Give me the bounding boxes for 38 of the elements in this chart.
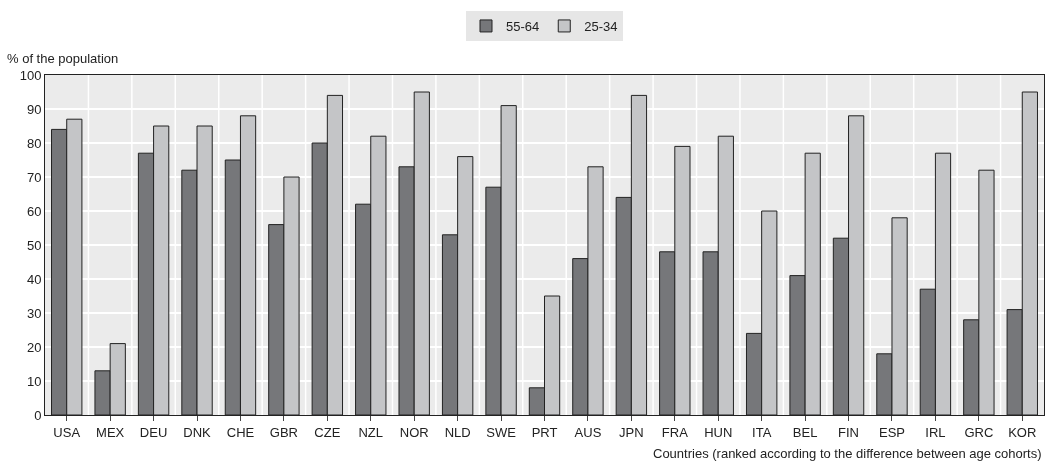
- x-tick-label: SWE: [486, 424, 517, 440]
- x-tick-label: NZL: [358, 424, 384, 440]
- x-tick-label: FRA: [661, 424, 689, 440]
- y-tick-label: 100: [19, 67, 42, 83]
- y-tick-label: 70: [26, 169, 42, 185]
- x-tick-label: IRL: [925, 424, 946, 440]
- y-tick-label: 90: [26, 101, 42, 117]
- y-tick-label: 0: [34, 407, 42, 423]
- x-axis-title: Countries (ranked according to the difference between age cohorts): [653, 446, 1042, 461]
- x-tick-label: GBR: [269, 424, 298, 440]
- legend-label: 25-34: [584, 19, 618, 35]
- legend-label: 55-64: [506, 19, 540, 35]
- x-tick-label: USA: [53, 424, 81, 440]
- x-tick-label: AUS: [574, 424, 602, 440]
- x-tick-label: GRC: [964, 424, 994, 440]
- x-tick-label: FIN: [838, 424, 860, 440]
- x-tick-label: DEU: [139, 424, 168, 440]
- x-tick-label: HUN: [704, 424, 733, 440]
- x-tick-label: NLD: [444, 424, 471, 440]
- y-tick-label: 60: [26, 203, 42, 219]
- x-tick-label: NOR: [399, 424, 429, 440]
- x-tick-label: MEX: [96, 424, 125, 440]
- x-tick-label: DNK: [183, 424, 212, 440]
- y-tick-label: 40: [26, 271, 42, 287]
- x-tick-label: ITA: [752, 424, 772, 440]
- x-tick-label: CHE: [226, 424, 255, 440]
- y-tick-label: 10: [26, 373, 42, 389]
- y-tick-label: 50: [26, 237, 42, 253]
- x-tick-label: KOR: [1008, 424, 1037, 440]
- x-tick-label: JPN: [619, 424, 644, 440]
- y-tick-label: 20: [26, 339, 42, 355]
- y-tick-label: 80: [26, 135, 42, 151]
- y-tick-label: 30: [26, 305, 42, 321]
- y-axis-title: % of the population: [7, 51, 119, 66]
- x-tick-label: PRT: [531, 424, 558, 440]
- x-tick-label: BEL: [792, 424, 818, 440]
- x-tick-label: ESP: [878, 424, 905, 440]
- x-tick-label: CZE: [314, 424, 341, 440]
